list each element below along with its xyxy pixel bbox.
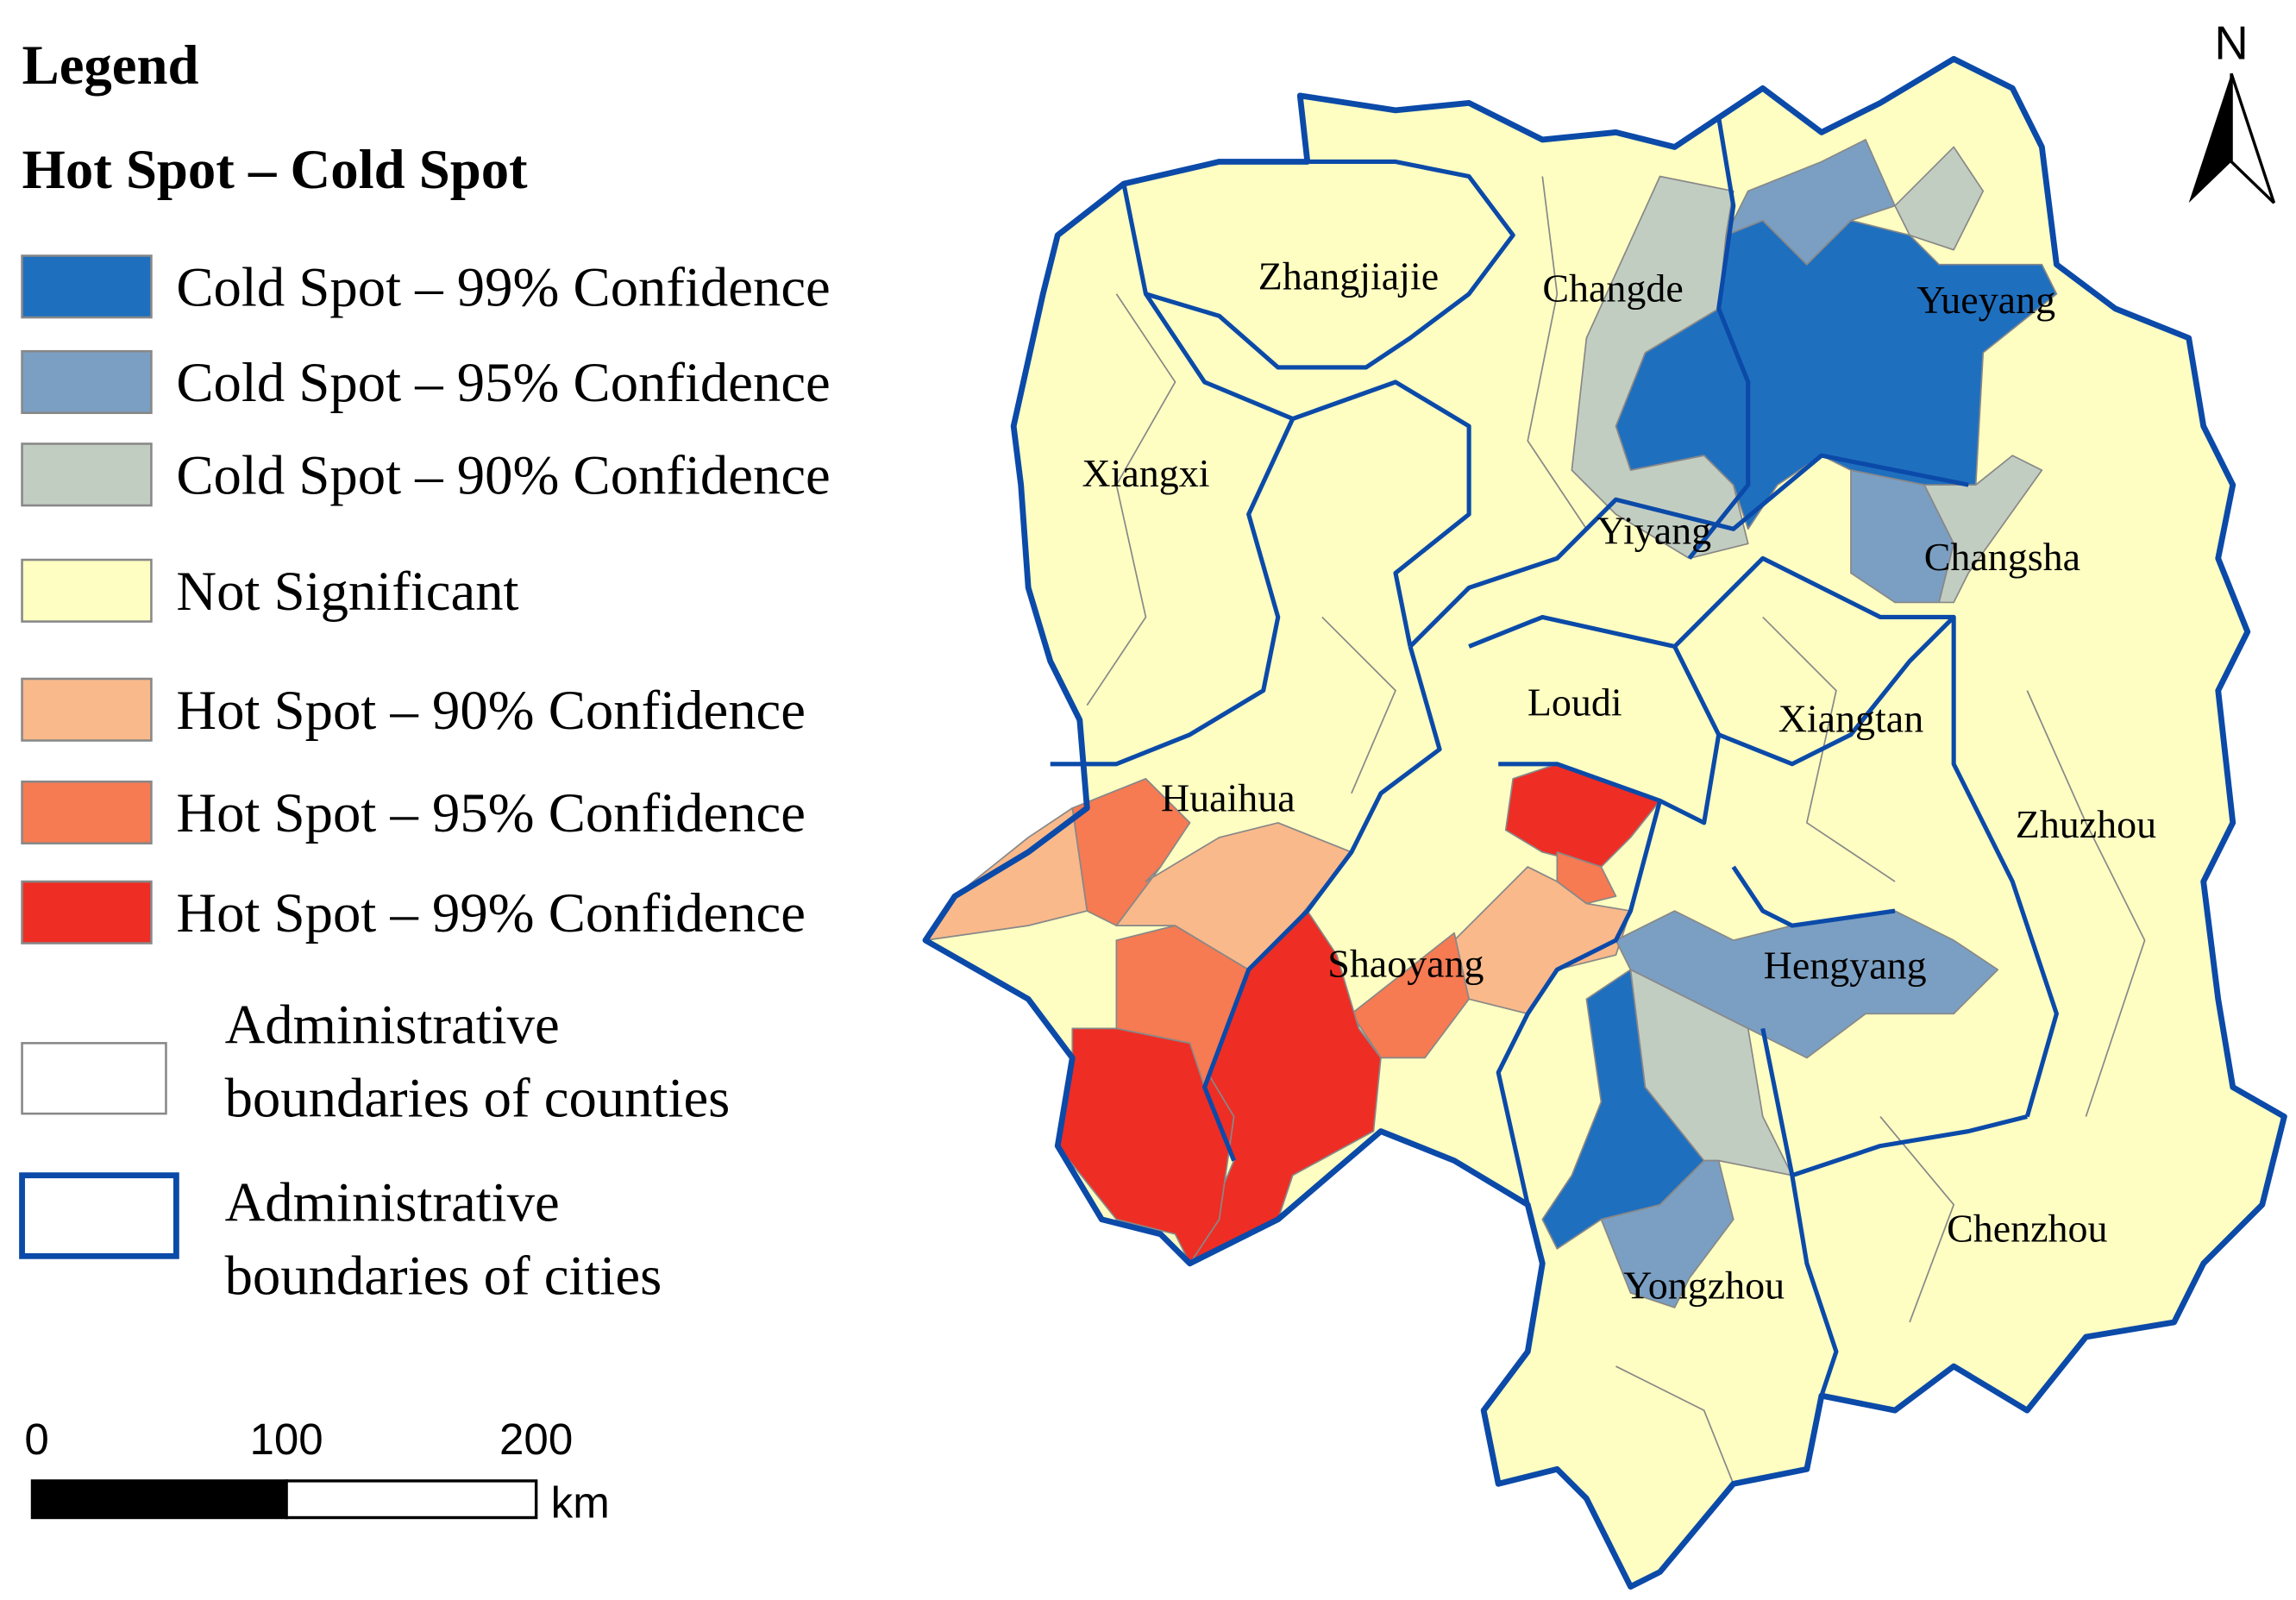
county-boundary: [1762, 616, 1896, 882]
legend-swatch: [21, 880, 153, 944]
city-boundary: [1496, 762, 1663, 1206]
legend-subtitle: Hot Spot – Cold Spot: [22, 138, 529, 200]
hot-95-region: [1351, 932, 1470, 1059]
county-boundaries: [1086, 176, 2146, 1484]
city-boundary: [1468, 614, 1722, 825]
city-label: Yueyang: [1916, 278, 2055, 322]
north-label: N: [2214, 16, 2248, 69]
cold-95-region: [1600, 1159, 1735, 1308]
cold-90-region: [1894, 146, 1985, 251]
legend-swatch: [21, 780, 153, 845]
legend-label: Hot Spot – 99% Confidence: [176, 882, 806, 944]
legend-title: Legend: [22, 34, 199, 96]
city-label: Chenzhou: [1947, 1206, 2107, 1250]
county-boundary: [1879, 1115, 1955, 1323]
city-boundary: [1121, 159, 1515, 370]
city-boundary: [1791, 1114, 2028, 1178]
city-label: Loudi: [1528, 681, 1622, 725]
county-boundary: [1615, 1365, 1735, 1484]
city-boundary: [1408, 453, 1969, 649]
city-label: Changde: [1542, 266, 1683, 310]
city-label: Zhuzhou: [2016, 802, 2156, 846]
scale-label: 200: [499, 1415, 573, 1464]
scale-segment: [285, 1479, 538, 1520]
city-label: Zhangjiajie: [1258, 254, 1439, 298]
hot-95-region: [1556, 851, 1617, 905]
province-outline: [922, 55, 2287, 1590]
legend: Legend Hot Spot – Cold Spot Cold Spot – …: [19, 34, 831, 1307]
city-boundaries: [1050, 116, 2059, 1396]
north-arrow-right: [2230, 72, 2276, 204]
legend-boundary-swatch: [19, 1172, 179, 1259]
legend-label: boundaries of counties: [225, 1067, 731, 1129]
city-label: Changsha: [1924, 535, 2080, 579]
city-label: Yiyang: [1597, 508, 1711, 552]
county-boundary: [1086, 293, 1176, 706]
cold-90-region: [1571, 175, 1749, 560]
legend-swatch: [21, 254, 153, 319]
legend-label: Cold Spot – 95% Confidence: [176, 351, 830, 413]
scale-bar: km 0 100 200: [24, 1415, 609, 1527]
city-boundary: [1760, 1027, 1839, 1396]
scale-segment: [30, 1479, 288, 1520]
county-boundary: [1321, 616, 1396, 794]
legend-label: Hot Spot – 90% Confidence: [176, 679, 806, 741]
scale-unit: km: [551, 1478, 610, 1527]
north-arrow-left: [2188, 73, 2232, 204]
legend-swatch: [21, 558, 153, 623]
legend-label: Cold Spot – 99% Confidence: [176, 255, 830, 317]
city-boundary: [1202, 645, 1442, 1162]
city-boundary: [1717, 615, 1955, 767]
city-label: Shaoyang: [1327, 942, 1484, 986]
city-boundary: [1050, 417, 1295, 767]
legend-label: Hot Spot – 95% Confidence: [176, 781, 806, 844]
legend-label: Cold Spot – 90% Confidence: [176, 443, 830, 505]
city-label: Yongzhou: [1623, 1264, 1785, 1308]
legend-label: boundaries of cities: [225, 1245, 662, 1307]
legend-swatch: [21, 677, 153, 742]
legend-label: Administrative: [225, 1170, 560, 1233]
north-arrow: N: [2188, 16, 2276, 204]
cold-90-region: [1923, 455, 2043, 604]
scale-label: 100: [249, 1415, 323, 1464]
city-boundary: [1672, 555, 2059, 1118]
legend-swatch: [21, 442, 153, 507]
legend-swatch: [21, 349, 153, 415]
legend-label: Administrative: [225, 993, 560, 1055]
scale-label: 0: [24, 1415, 48, 1464]
city-label: Huaihua: [1161, 775, 1295, 819]
city-boundary: [1731, 865, 1896, 928]
legend-label: Not Significant: [176, 560, 518, 622]
city-labels: Zhangjiajie Changde Yueyang Xiangxi Yiya…: [1082, 254, 2156, 1308]
city-label: Hengyang: [1764, 943, 1927, 987]
city-label: Xiangtan: [1778, 696, 1924, 740]
city-boundary: [1144, 292, 1471, 648]
city-label: Xiangxi: [1082, 451, 1209, 495]
city-boundary: [1687, 116, 1751, 560]
county-boundary: [2026, 690, 2146, 1117]
county-boundary: [1527, 176, 1588, 530]
legend-boundary-swatch: [21, 1042, 167, 1115]
